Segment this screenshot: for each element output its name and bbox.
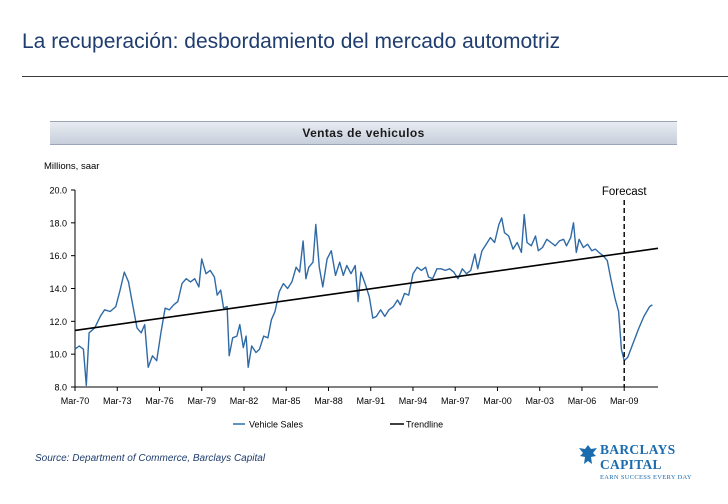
legend-label-trendline: Trendline <box>406 420 443 430</box>
x-tick-label: Mar-03 <box>525 396 554 406</box>
y-tick-label: 14.0 <box>49 284 67 294</box>
x-tick-label: Mar-97 <box>441 396 470 406</box>
x-tick-label: Mar-79 <box>187 396 216 406</box>
x-tick-label: Mar-88 <box>314 396 343 406</box>
x-tick-label: Mar-82 <box>230 396 259 406</box>
vehicle-sales-chart: Millions, saar 8.0 10.0 12.0 14.0 16.0 18.0 20… <box>44 161 659 430</box>
legend-label-vehicle-sales: Vehicle Sales <box>249 420 304 430</box>
y-tick-label: 10.0 <box>49 350 67 360</box>
brand-name-line1: BARCLAYS <box>600 442 676 457</box>
x-tick-label: Mar-70 <box>61 396 90 406</box>
brand-name-line2: CAPITAL <box>600 457 662 472</box>
forecast-label: Forecast <box>602 186 648 198</box>
x-tick-label: Mar-85 <box>272 396 301 406</box>
brand-name: BARCLAYS CAPITAL <box>600 442 675 472</box>
x-tick-label: Mar-73 <box>103 396 132 406</box>
y-tick-label: 20.0 <box>49 186 67 196</box>
page-title: La recuperación: desbordamiento del merc… <box>22 30 561 53</box>
brand-tagline: EARN SUCCESS EVERY DAY <box>600 474 692 481</box>
y-tick-label: 8.0 <box>54 383 67 393</box>
barclays-capital-logo: BARCLAYS CAPITAL EARN SUCCESS EVERY DAY <box>578 442 708 488</box>
y-axis-label: Millions, saar <box>44 161 99 172</box>
x-tick-label: Mar-76 <box>145 396 174 406</box>
series-line-vehicle-sales <box>74 213 653 387</box>
eagle-icon <box>579 445 597 464</box>
y-tick-label: 12.0 <box>49 317 67 327</box>
x-tick-label: Mar-94 <box>399 396 428 406</box>
x-tick-label: Mar-91 <box>356 396 385 406</box>
x-tick-label: Mar-00 <box>483 396 512 406</box>
x-tick-label: Mar-09 <box>610 396 639 406</box>
series-line-trendline <box>74 247 659 332</box>
x-tick-label: Mar-06 <box>568 396 597 406</box>
source-note: Source: Department of Commerce, Barclays… <box>35 453 266 464</box>
y-tick-label: 16.0 <box>49 251 67 261</box>
y-tick-label: 18.0 <box>49 218 67 228</box>
title-divider <box>22 76 728 77</box>
chart-title: Ventas de vehiculos <box>50 121 677 145</box>
